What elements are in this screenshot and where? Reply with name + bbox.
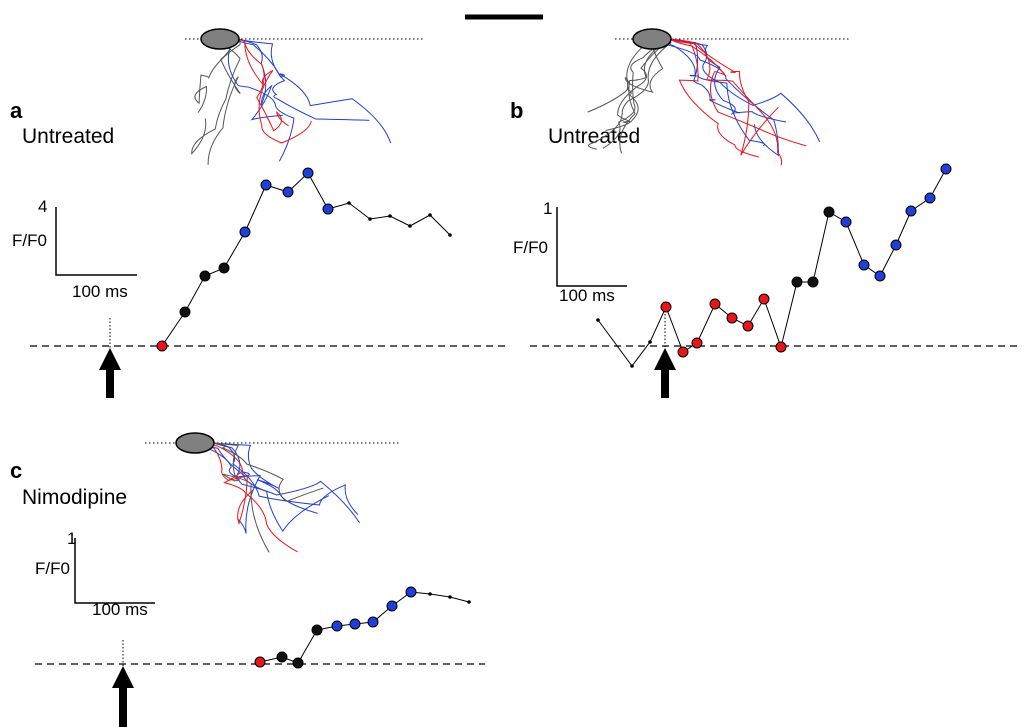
trace-point	[387, 601, 397, 611]
trace-point	[157, 341, 167, 351]
trace-point-small	[630, 364, 634, 368]
condition-label: Untreated	[548, 125, 640, 148]
figure: aUntreated4F/F0100 msbUntreated1F/F0100 …	[0, 0, 1026, 727]
trace-point-small	[448, 233, 452, 237]
trace-point	[727, 313, 737, 323]
trace-point	[200, 271, 210, 281]
fluorescence-trace	[260, 592, 469, 663]
stimulus-arrow	[654, 348, 676, 398]
growth-cone-trace	[208, 443, 329, 531]
trace-point	[323, 204, 333, 214]
trace-point	[759, 294, 769, 304]
trace-point	[406, 587, 416, 597]
trace-point-small	[467, 600, 471, 604]
trace-point	[293, 658, 303, 668]
trace-point	[841, 217, 851, 227]
scale-y-value: 4	[38, 197, 47, 216]
trace-point	[776, 342, 786, 352]
trace-point	[692, 338, 702, 348]
trace-point-small	[596, 318, 600, 322]
trace-point	[808, 277, 818, 287]
trace-point	[368, 617, 378, 627]
growth-cone-trace	[670, 39, 806, 146]
trace-point-small	[408, 224, 412, 228]
stimulus-arrow	[112, 666, 134, 727]
scale-bar	[75, 538, 155, 603]
growth-cone-trace	[667, 39, 764, 146]
scale-x-label: 100 ms	[72, 282, 128, 301]
trace-point-small	[347, 201, 351, 205]
growth-cone-trace	[211, 443, 297, 552]
trace-point	[661, 302, 671, 312]
trace-point	[859, 260, 869, 270]
scale-bar	[557, 207, 627, 286]
trace-point-small	[428, 592, 432, 596]
trace-point	[875, 271, 885, 281]
growth-cone-trace	[213, 443, 269, 552]
scale-x-label: 100 ms	[559, 286, 615, 305]
trace-point	[891, 240, 901, 250]
trace-point	[792, 277, 802, 287]
growth-cone-trace	[195, 39, 240, 113]
trace-point	[824, 207, 834, 217]
soma	[201, 29, 239, 49]
fluorescence-trace	[162, 173, 450, 346]
growth-cone-trace	[206, 443, 253, 523]
trace-point	[743, 321, 753, 331]
trace-point	[277, 652, 287, 662]
trace-point-small	[368, 217, 372, 221]
trace-point	[710, 299, 720, 309]
trace-point	[219, 263, 229, 273]
growth-cone-trace	[618, 39, 670, 123]
scale-y-label: F/F0	[12, 231, 47, 250]
trace-point	[240, 227, 250, 237]
growth-cone-trace	[228, 39, 294, 161]
scale-y-label: F/F0	[35, 559, 70, 578]
growth-cone-trace	[670, 39, 820, 142]
trace-point	[678, 347, 688, 357]
trace-point-small	[648, 340, 652, 344]
trace-point	[925, 193, 935, 203]
condition-label: Nimodipine	[22, 486, 127, 509]
panel-letter: c	[10, 458, 22, 483]
condition-label: Untreated	[22, 125, 114, 148]
growth-cone-trace	[238, 39, 369, 120]
trace-point	[303, 168, 313, 178]
scale-y-label: F/F0	[513, 238, 548, 257]
fluorescence-trace	[598, 169, 946, 366]
soma	[176, 433, 214, 453]
growth-cone-trace	[606, 39, 670, 131]
growth-cone-trace	[238, 39, 311, 143]
trace-point	[180, 307, 190, 317]
trace-point	[261, 180, 271, 190]
trace-point	[906, 206, 916, 216]
trace-point	[941, 164, 951, 174]
trace-point-small	[428, 213, 432, 217]
trace-point-small	[448, 595, 452, 599]
panel-letter: b	[510, 98, 523, 123]
trace-point	[312, 625, 322, 635]
stimulus-arrow	[99, 348, 121, 398]
soma	[633, 29, 671, 49]
panel-letter: a	[10, 98, 23, 123]
scale-y-value: 1	[543, 199, 552, 218]
scale-bar	[56, 207, 137, 275]
trace-point	[332, 621, 342, 631]
trace-point-small	[388, 214, 392, 218]
trace-point	[255, 657, 265, 667]
trace-point	[283, 187, 293, 197]
growth-cone-trace	[670, 39, 782, 165]
trace-point	[350, 619, 360, 629]
growth-cone-trace	[213, 443, 360, 523]
